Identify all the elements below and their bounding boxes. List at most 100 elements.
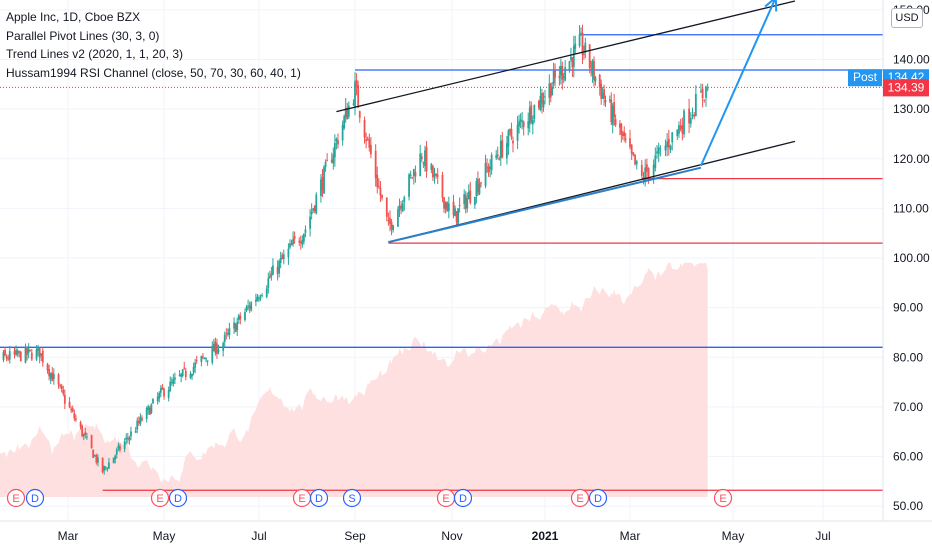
marker-circle (342, 488, 362, 508)
earnings-marker[interactable]: E (292, 488, 312, 508)
candle-body (444, 202, 447, 210)
legend-indicator[interactable]: Trend Lines v2 (2020, 1, 1, 20, 3) (6, 47, 183, 61)
time-axis[interactable]: Mar May Jul Sep Nov 2021 Mar May Jul (58, 529, 831, 543)
price-tick-label: 90.00 (893, 301, 923, 315)
candle-body (691, 115, 694, 117)
candles (2, 24, 709, 475)
candle-body (424, 150, 426, 167)
time-tick-label: Jul (251, 529, 266, 543)
candle-body (156, 396, 159, 402)
candle-body (81, 425, 84, 437)
candle-body (475, 181, 478, 197)
candle-body (498, 158, 501, 161)
candle-body (365, 139, 368, 142)
candle-body (558, 75, 561, 79)
split-marker[interactable]: S (342, 488, 362, 508)
candle-body (85, 436, 88, 438)
marker-circle (588, 488, 608, 508)
candle-body (181, 369, 184, 377)
forecast-arrow-line[interactable] (700, 0, 776, 167)
marker-circle (168, 488, 188, 508)
candle-body (228, 328, 231, 335)
post-label-bg (848, 69, 882, 87)
earnings-marker[interactable]: E (570, 488, 590, 508)
legend-title[interactable]: Apple Inc, 1D, Cboe BZX (6, 10, 141, 24)
candle-body (170, 381, 173, 383)
candle-body (623, 131, 626, 137)
candle-body (527, 121, 530, 129)
candle-body (458, 204, 461, 206)
candle-body (114, 455, 117, 460)
candle-body (57, 374, 60, 385)
candle-body (409, 174, 412, 177)
candle-body (59, 385, 62, 387)
earnings-marker[interactable]: E (150, 488, 170, 508)
price-axis[interactable]: 150.00140.00130.00120.00110.00100.0090.0… (893, 3, 930, 513)
candle-body (79, 422, 82, 427)
candle-body (270, 273, 273, 277)
candle-body (256, 296, 259, 301)
earnings-marker[interactable]: E (6, 488, 26, 508)
dividend-marker[interactable]: D (453, 488, 473, 508)
candle-body (522, 121, 525, 128)
rsi-channel-area (0, 262, 708, 497)
candle-body (13, 351, 16, 355)
candle-body (706, 88, 709, 90)
candle-body (433, 173, 436, 177)
earnings-marker[interactable]: E (436, 488, 456, 508)
candle-body (512, 140, 514, 144)
candle-body (191, 373, 193, 377)
legend-indicator[interactable]: Parallel Pivot Lines (30, 3, 0) (6, 28, 160, 43)
candle-body (657, 147, 660, 155)
candle-body (130, 431, 132, 437)
candle-body (608, 99, 611, 101)
dividend-marker[interactable]: D (168, 488, 188, 508)
legend-indicator[interactable]: Hussam1994 RSI Channel (close, 50, 70, 3… (6, 65, 301, 80)
candle-body (335, 138, 338, 142)
candle-body (452, 201, 455, 216)
candle-body (180, 373, 183, 377)
candle-body (591, 61, 594, 75)
candle-body (7, 358, 10, 360)
candle-body (447, 203, 450, 212)
candle-body (544, 96, 546, 98)
candle-body (108, 462, 110, 469)
candle-body (542, 100, 545, 108)
candle-body (580, 32, 582, 36)
dividend-marker[interactable]: D (588, 488, 608, 508)
candle-body (411, 176, 414, 178)
candle-body (446, 202, 449, 212)
candle-body (678, 125, 680, 134)
candle-body (539, 95, 542, 110)
forecast-arrowhead (764, 0, 778, 12)
candle-body (103, 466, 106, 471)
candle-body (352, 103, 355, 105)
candle-body (519, 119, 522, 122)
candle-body (217, 349, 220, 353)
candle-body (309, 216, 311, 229)
support-trend-line[interactable] (388, 166, 702, 244)
candle-body (505, 143, 508, 159)
candle-body (436, 174, 439, 177)
candle-body (652, 164, 655, 179)
candle-body (35, 349, 38, 360)
candle-body (261, 295, 263, 297)
earnings-marker[interactable]: E (713, 488, 733, 508)
currency-button[interactable]: USD (891, 8, 923, 28)
last-price-badge[interactable]: 134.39 (883, 79, 929, 97)
candle-body (347, 105, 350, 117)
dividend-marker[interactable]: D (309, 488, 329, 508)
candle-body (214, 341, 217, 353)
candle-body (268, 275, 271, 278)
marker-label: D (315, 493, 323, 505)
candle-body (509, 129, 511, 131)
upper-channel-line[interactable] (336, 0, 796, 113)
candle-body (82, 433, 85, 437)
candle-body (97, 457, 99, 463)
dividend-marker[interactable]: D (25, 488, 45, 508)
candle-body (70, 408, 73, 411)
candle-body (211, 346, 214, 363)
